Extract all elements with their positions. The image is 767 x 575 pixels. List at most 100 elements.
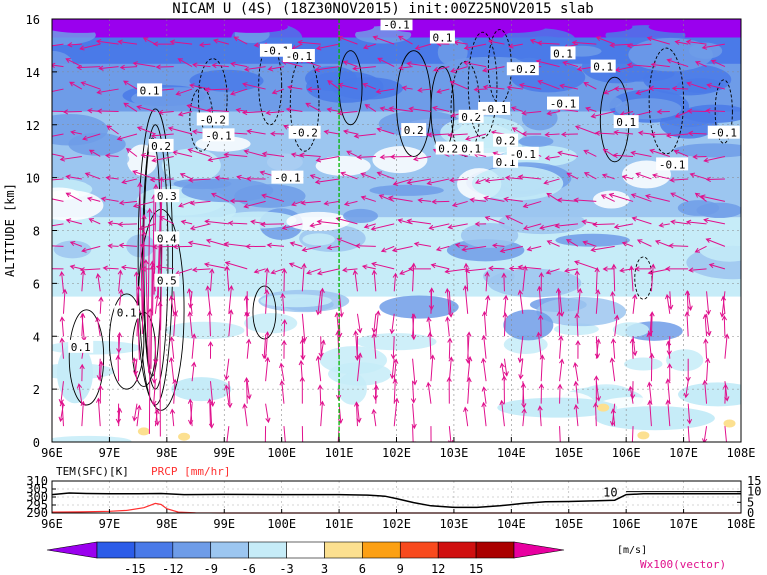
wind-vector	[211, 62, 229, 69]
wind-vector	[491, 243, 505, 249]
field-blob	[171, 377, 232, 402]
wind-vector	[246, 338, 252, 359]
wind-vector	[481, 310, 488, 337]
contour-line	[68, 309, 105, 406]
field-blob	[52, 50, 74, 79]
wind-vector	[463, 262, 469, 292]
field-blob	[503, 309, 554, 341]
wind-vector	[224, 260, 248, 270]
surface-x-ticks: 96E 97E 98E 99E 100E 101E 102E 103E 104E 105E 106E…	[41, 509, 755, 531]
field-blob-strong	[131, 20, 202, 33]
wind-vector	[621, 174, 634, 180]
wind-vector	[538, 271, 544, 292]
wind-vector	[401, 85, 413, 91]
field-blob	[326, 250, 394, 280]
wind-vector	[315, 155, 340, 163]
wind-vector	[69, 241, 83, 247]
wind-vector	[356, 403, 362, 424]
wind-vector	[343, 200, 358, 207]
x-tick-label: 104E	[497, 446, 526, 460]
wind-vector	[667, 363, 673, 382]
wind-vector	[117, 269, 123, 292]
contour-label: 0.1	[553, 47, 573, 60]
wind-vector	[721, 315, 728, 337]
x-tick-label: 107E	[669, 446, 698, 460]
wind-vector	[380, 245, 395, 253]
wind-vector	[428, 223, 450, 231]
wind-vector	[204, 219, 229, 225]
wind-vector	[499, 399, 505, 427]
wind-vector	[84, 172, 101, 180]
field-blob	[518, 135, 554, 147]
x-tick-label: 103E	[439, 517, 468, 531]
wind-vector	[619, 267, 634, 273]
wind-vector	[545, 268, 560, 275]
wind-vector	[280, 292, 286, 314]
wind-vector	[410, 262, 417, 292]
contour-label-bg	[202, 128, 235, 142]
wind-vector	[59, 270, 65, 292]
surface-panel: 10 96E 97E 98E 99E 100E 101E 102E 103E 104E 105E 1…	[26, 465, 761, 531]
wind-vector	[168, 295, 175, 314]
main-panel: 0.10.20.30.40.50.10.1-0.2-0.1 -0.2-0.1-0.…	[3, 13, 755, 460]
wind-vector	[710, 59, 726, 68]
wind-vector	[261, 193, 285, 202]
wind-vector	[175, 88, 193, 96]
wind-vector	[229, 198, 248, 204]
wind-vector	[447, 132, 468, 138]
wind-vector	[379, 106, 395, 113]
y-tick-label: 5	[747, 495, 754, 509]
wind-vector	[372, 381, 379, 401]
contour-label: 0.1	[461, 143, 481, 156]
wind-vector	[635, 88, 652, 95]
wind-vector	[141, 214, 147, 316]
field-blob-positive	[597, 403, 610, 412]
wind-vector	[546, 240, 560, 247]
wind-vector	[352, 65, 376, 71]
surface-annotation-text: 10	[603, 486, 617, 500]
wind-vector	[88, 149, 101, 157]
main-x-ticks: 96E 97E 98E 99E 100E 101E 102E 103E 104E 105E 106E…	[41, 437, 755, 460]
field-blob	[189, 69, 264, 92]
wind-vector	[188, 291, 194, 309]
wind-vector	[301, 313, 308, 343]
wind-vector	[427, 331, 433, 359]
contour-label: -0.1	[383, 18, 410, 31]
field-blob-positive	[178, 432, 191, 441]
wind-vector	[503, 294, 509, 314]
wind-vector	[270, 268, 285, 275]
wind-vector	[371, 313, 377, 334]
contour-label: 0.1	[432, 32, 452, 45]
wind-vector	[224, 384, 230, 404]
wind-vector	[517, 264, 542, 270]
wind-vector	[465, 133, 487, 141]
wind-vector	[96, 108, 119, 114]
contour-label: 0.1	[71, 341, 91, 354]
wind-vector	[544, 131, 560, 138]
wind-vector	[121, 178, 138, 185]
wind-vector	[59, 316, 65, 337]
colorbar-label: -3	[279, 562, 293, 575]
wind-vector	[560, 131, 578, 137]
wind-vector	[621, 241, 634, 247]
wind-vector	[426, 381, 432, 404]
wind-vector	[207, 341, 214, 359]
wind-vector	[187, 148, 211, 157]
wind-vector	[503, 196, 523, 202]
y-tick-label: 295	[26, 498, 48, 512]
wind-vector	[98, 65, 119, 71]
field-blob-positive	[723, 419, 736, 428]
wind-vector	[670, 192, 689, 202]
contour-label-bg	[550, 46, 576, 60]
field-blob	[624, 357, 663, 371]
wind-vector	[581, 219, 597, 225]
contour-label-bg	[547, 96, 580, 110]
wind-vector	[703, 155, 726, 163]
wind-vector	[82, 133, 101, 141]
y-tick-label: 300	[26, 490, 48, 504]
wind-vector	[52, 178, 64, 181]
wind-vector	[594, 130, 615, 136]
wind-vector	[76, 383, 83, 404]
x-tick-label: 101E	[325, 517, 354, 531]
wind-vector	[464, 267, 487, 274]
